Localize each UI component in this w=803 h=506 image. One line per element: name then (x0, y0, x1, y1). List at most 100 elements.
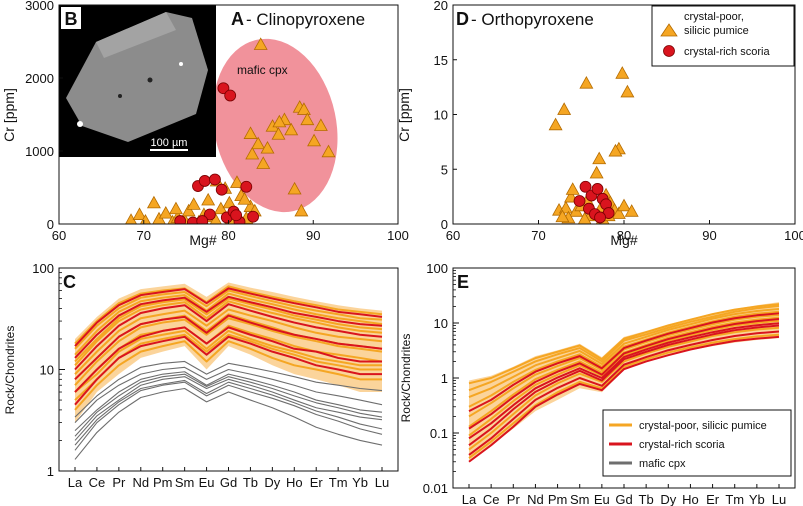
panel-c-y-tick-label: 10 (40, 363, 54, 378)
panel-c-mafic-line (74, 373, 383, 437)
panel-e-x-tick-label: Tb (639, 492, 654, 506)
panel-c-scoria-line (74, 326, 382, 393)
panel-c-y-tick-label: 100 (32, 261, 54, 276)
panel-c-y-tick-label: 1 (47, 464, 54, 479)
panel-c-scoria-line (74, 314, 383, 381)
panel-c-x-tick-label: Ho (286, 475, 303, 490)
panel-b-letter: B (65, 9, 78, 29)
panel-a-scoria-point (240, 180, 253, 193)
inclusion (147, 77, 153, 83)
panel-a-pumice-point (245, 146, 260, 160)
panel-e-x-tick-label: Ho (682, 492, 699, 506)
panel-e-y-tick-label: 0.01 (423, 481, 448, 496)
panel-a-pumice-point (146, 195, 161, 209)
panel-d-pumice-point (548, 117, 563, 131)
panel-a-scoria-point (230, 209, 243, 222)
panel-c-x-tick-label: Pm (153, 475, 173, 490)
legend-box (602, 409, 792, 477)
panel-a-pumice-point (229, 175, 244, 188)
panel-a-pumice-point (237, 192, 252, 205)
panel-c-x-tick-label: Er (310, 475, 324, 490)
panel-a-pumice-point (256, 156, 271, 169)
panel-d-pumice-point (617, 198, 631, 212)
panel-c-mafic-line (74, 379, 383, 446)
panel-e-x-tick-label: Nd (527, 492, 544, 506)
panel-d: D - Orthopyroxene crystal-poor, silicic … (396, 0, 803, 248)
panel-e-legend: crystal-poor, silicic pumice crystal-ric… (602, 409, 792, 477)
panel-c-scoria-line (74, 287, 383, 347)
panel-a-pumice-point (296, 102, 311, 115)
panel-e-y-tick-label: 10 (434, 316, 448, 331)
panel-e-x-tick-label: Sm (570, 492, 590, 506)
panel-a-pumice-point (251, 136, 266, 150)
panel-c-mafic-line (74, 381, 383, 451)
panel-d-pumice-point (557, 102, 572, 115)
panel-a-x-tick-label: 60 (52, 228, 66, 243)
panel-a-scoria-point (215, 183, 228, 196)
legend-pumice-label-1: crystal-poor, (684, 11, 744, 23)
panel-e-pumice-line (468, 307, 780, 399)
panel-d-title: D - Orthopyroxene (456, 9, 594, 29)
panel-e-y-tick-label: 0.1 (430, 426, 448, 441)
panel-e-x-tick-label: Eu (594, 492, 610, 506)
panel-c-ylabel: Rock/Chondrites (3, 326, 17, 415)
legend-scoria-label: crystal-rich scoria (684, 46, 770, 58)
panel-d-scoria-point (594, 211, 606, 224)
panel-c-pumice-line (74, 308, 383, 375)
panel-d-scoria-point (579, 180, 592, 193)
panel-a-scoria-point (224, 89, 237, 102)
panel-d-legend: crystal-poor, silicic pumice crystal-ric… (651, 5, 795, 67)
panel-a-x-tick-label: 90 (306, 228, 320, 243)
legend-pumice-label-2: silicic pumice (684, 25, 749, 37)
panel-e-pumice-line (468, 326, 780, 451)
panel-e-x-tick-label: Pm (548, 492, 568, 506)
panel-d-scoria-point (573, 195, 586, 207)
panel-a-scoria-point (174, 215, 187, 224)
panel-d-y-tick-label: 0 (441, 217, 448, 232)
panel-b-letter-bg (61, 7, 81, 29)
panel-a-pumice-point (181, 203, 196, 217)
panel-d-y-tick-label: 15 (434, 53, 448, 68)
legend-triangle-icon (660, 23, 678, 37)
panel-d-pumice-point (565, 182, 580, 195)
panel-a-pumice-point (209, 213, 222, 224)
panel-c-mafic-line (74, 360, 383, 418)
panel-e-x-tick-label: Gd (615, 492, 632, 506)
panel-a-scoria-point (209, 173, 221, 186)
panel-d-x-tick-label: 90 (702, 228, 716, 243)
panel-a-pumice-point (271, 127, 286, 140)
panel-e-x-tick-label: Tm (725, 492, 744, 506)
panel-c-pumice-line (74, 317, 383, 386)
panel-a-pumice-point (201, 192, 216, 206)
panel-a-title: A - Clinopyroxene (230, 6, 392, 30)
panel-d-x-tick-label: 70 (531, 228, 545, 243)
panel-d-pumice-point (592, 151, 607, 165)
panel-d-scoria-point (591, 183, 604, 195)
panel-d-y-tick-label: 10 (434, 108, 448, 123)
panel-c-pumice-line (74, 292, 383, 356)
panel-e-x-tick-label: Er (706, 492, 720, 506)
panel-e-scoria-line (468, 335, 780, 463)
inclusion (118, 94, 122, 98)
panel-d-pumice-point (579, 76, 594, 89)
panel-d-pumice-point (624, 204, 639, 217)
panel-e-scoria-line (468, 322, 780, 440)
panel-c-pumice-line (74, 300, 383, 366)
legend-circle-icon (663, 45, 675, 57)
panel-a-scoria-point (217, 82, 230, 95)
panel-a-scoria-point (196, 215, 209, 224)
panel-c-letter-bg (61, 270, 81, 292)
panel-e-x-tick-label: La (462, 492, 477, 506)
panel-a-pumice-point (132, 207, 147, 220)
panel-e-pumice-line (468, 304, 780, 392)
panel-c-letter: C (63, 272, 76, 292)
panel-a-pumice-point (139, 213, 152, 224)
panel-d-pumice-point (555, 209, 570, 223)
panel-a: 100 µm B A - Clinopyroxene mafic cpx 60 7… (1, 0, 409, 248)
panel-a-scoria-point (203, 208, 216, 221)
panel-a-y-tick-label: 3000 (25, 0, 54, 13)
panel-c-pumice-line (74, 297, 383, 363)
panel-a-pumice-point (272, 114, 287, 128)
panel-c-mafic-line (74, 376, 383, 441)
